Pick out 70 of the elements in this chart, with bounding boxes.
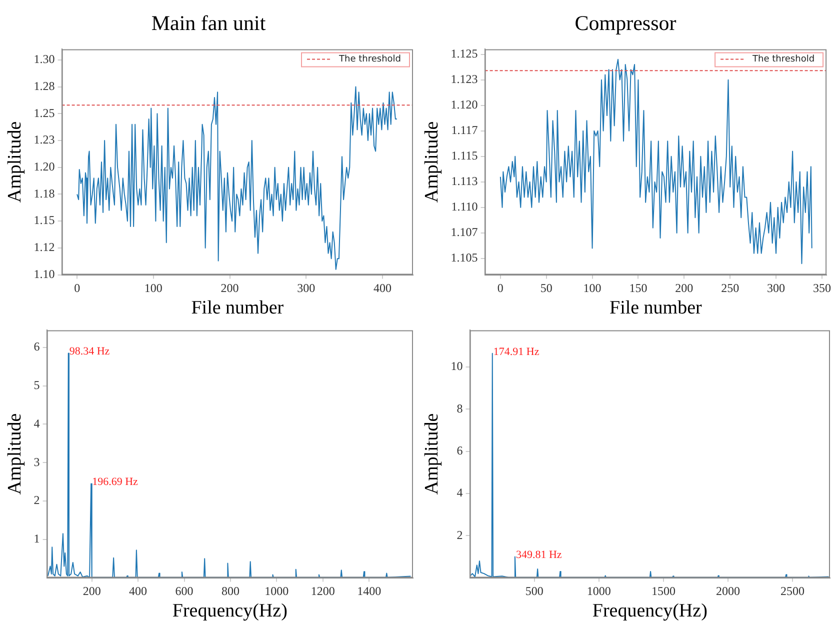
x-tick-label: 250: [721, 281, 740, 296]
x-axis-title: Frequency(Hz): [172, 600, 288, 622]
y-axis-title: Amplitude: [4, 121, 26, 203]
x-tick-label: 400: [129, 584, 148, 598]
x-tick-label: 500: [525, 584, 544, 598]
y-tick-label: 1.10: [34, 266, 55, 281]
x-tick-label: 600: [175, 584, 194, 598]
chart-title: Main fan unit: [151, 11, 266, 36]
annotation: 98.34 Hz: [69, 346, 110, 358]
legend-label: The threshold: [752, 54, 815, 65]
y-tick-label: 1.15: [34, 213, 55, 228]
y-tick-label: 2: [456, 528, 463, 542]
x-tick-label: 350: [812, 281, 831, 296]
x-tick-label: 1000: [264, 584, 289, 598]
y-axis-title: Amplitude: [421, 121, 442, 203]
y-tick-label: 8: [456, 401, 463, 416]
x-tick-label: 200: [675, 281, 694, 296]
x-tick-label: 100: [144, 281, 162, 296]
y-tick-label: 1.113: [451, 174, 478, 188]
y-tick-label: 1.107: [450, 225, 478, 240]
x-tick-label: 0: [497, 281, 504, 296]
y-tick-label: 6: [34, 340, 40, 354]
y-tick-label: 1.30: [34, 52, 55, 66]
x-axis-title: File number: [191, 298, 284, 319]
y-tick-label: 1.20: [34, 160, 55, 174]
x-tick-label: 800: [221, 584, 240, 598]
y-tick-label: 1.115: [451, 148, 478, 163]
y-tick-label: 4: [34, 416, 40, 430]
annotation: 174.91 Hz: [493, 346, 540, 358]
x-tick-label: 0: [74, 281, 80, 296]
x-tick-label: 200: [82, 584, 101, 598]
y-tick-label: 1: [34, 532, 40, 546]
y-tick-label: 1.125: [450, 46, 478, 60]
x-tick-label: 1400: [357, 584, 382, 598]
x-axis-title: File number: [609, 298, 703, 319]
y-tick-label: 5: [34, 378, 40, 392]
x-tick-label: 150: [629, 281, 648, 296]
y-tick-label: 1.12: [34, 240, 55, 254]
annotation: 196.69 Hz: [92, 476, 138, 488]
y-tick-label: 6: [456, 444, 463, 458]
x-tick-label: 300: [767, 281, 786, 296]
y-tick-label: 1.123: [450, 72, 478, 86]
y-tick-label: 1.105: [450, 250, 478, 265]
y-tick-label: 1.117: [451, 123, 478, 138]
x-tick-label: 1500: [651, 584, 676, 598]
y-tick-label: 1.28: [34, 78, 55, 93]
y-axis-title: Amplitude: [4, 413, 26, 495]
legend-label: The threshold: [338, 54, 402, 65]
y-tick-label: 1.23: [34, 132, 55, 147]
x-tick-label: 100: [583, 281, 602, 296]
x-tick-label: 400: [373, 281, 392, 296]
x-tick-label: 200: [220, 281, 239, 296]
y-tick-label: 3: [34, 454, 40, 469]
x-tick-label: 2000: [716, 584, 740, 598]
y-tick-label: 1.25: [34, 106, 55, 120]
x-tick-label: 1200: [310, 584, 335, 598]
x-tick-label: 300: [297, 281, 316, 296]
y-tick-label: 1.120: [450, 98, 478, 112]
chart-title: Compressor: [574, 11, 676, 36]
x-axis-title: Frequency(Hz): [592, 600, 708, 622]
y-tick-label: 4: [456, 486, 463, 500]
x-tick-label: 2500: [780, 584, 805, 598]
annotation: 349.81 Hz: [516, 549, 562, 562]
x-tick-label: 1000: [586, 584, 611, 598]
y-tick-label: 1.18: [34, 186, 55, 200]
y-tick-label: 10: [450, 359, 463, 374]
y-tick-label: 1.110: [451, 200, 478, 214]
x-tick-label: 50: [540, 281, 552, 296]
y-tick-label: 2: [34, 493, 40, 508]
y-axis-title: Amplitude: [421, 413, 442, 495]
